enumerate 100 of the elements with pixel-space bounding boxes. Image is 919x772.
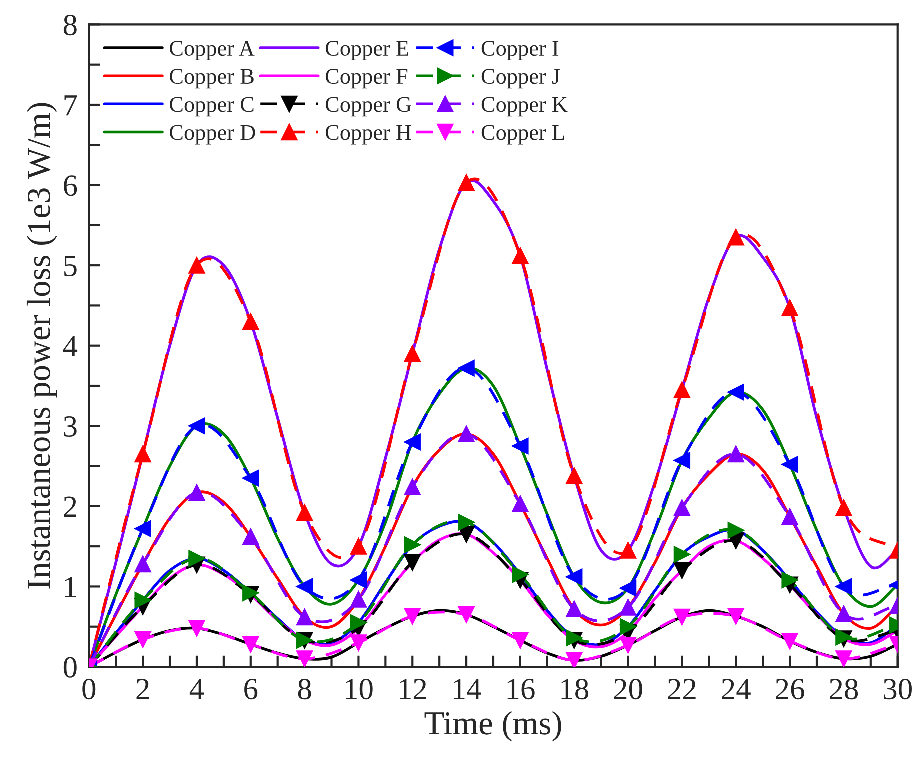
point bbox=[296, 650, 314, 668]
point bbox=[134, 556, 152, 573]
point bbox=[512, 566, 529, 584]
x-tick-label: 6 bbox=[244, 679, 258, 700]
y-tick-label: 0 bbox=[64, 657, 77, 678]
point bbox=[458, 360, 475, 377]
point bbox=[512, 438, 529, 455]
point bbox=[620, 580, 637, 597]
point bbox=[188, 257, 206, 274]
legend-label: Copper F bbox=[326, 69, 408, 89]
point bbox=[242, 313, 260, 330]
legend-label: Copper L bbox=[482, 125, 564, 145]
point bbox=[674, 562, 691, 579]
point bbox=[782, 456, 798, 474]
point bbox=[836, 500, 852, 516]
point bbox=[728, 608, 744, 625]
legend-label: Copper K bbox=[482, 97, 568, 117]
x-tick-label: 10 bbox=[346, 679, 373, 700]
point bbox=[674, 608, 691, 626]
y-tick-label: 4 bbox=[63, 336, 78, 356]
point bbox=[404, 478, 421, 496]
point bbox=[782, 300, 798, 316]
point bbox=[350, 591, 368, 608]
y-axis-title: Instantaneous power loss (1e3 W/m) bbox=[26, 103, 58, 589]
point bbox=[728, 522, 744, 539]
legend-label: Copper I bbox=[482, 41, 559, 61]
x-tick-label: 12 bbox=[400, 679, 426, 700]
x-tick-label: 24 bbox=[722, 679, 751, 700]
point bbox=[620, 542, 637, 559]
point bbox=[188, 620, 206, 637]
point bbox=[728, 384, 744, 401]
point bbox=[566, 468, 583, 484]
point bbox=[728, 229, 744, 246]
y-tick-label: 5 bbox=[64, 256, 77, 276]
point bbox=[242, 528, 260, 546]
point bbox=[350, 614, 368, 632]
point bbox=[674, 546, 691, 563]
y-tick-label: 3 bbox=[64, 416, 77, 438]
point bbox=[674, 500, 691, 516]
point bbox=[782, 572, 798, 589]
y-tick-label: 8 bbox=[64, 14, 77, 36]
x-tick-label: 20 bbox=[614, 679, 642, 700]
point bbox=[188, 418, 206, 434]
x-tick-label: 28 bbox=[830, 679, 858, 700]
point bbox=[242, 470, 260, 487]
x-tick-label: 18 bbox=[562, 679, 588, 700]
x-tick-label: 4 bbox=[190, 679, 204, 700]
y-tick-label: 1 bbox=[65, 577, 76, 598]
point bbox=[134, 446, 152, 463]
point bbox=[836, 650, 852, 668]
legend-label: Copper B bbox=[170, 69, 254, 89]
legend-label: Copper G bbox=[326, 97, 412, 117]
x-tick-label: 30 bbox=[884, 679, 912, 700]
point bbox=[404, 554, 421, 571]
point bbox=[836, 578, 852, 596]
legend-label: Copper C bbox=[170, 97, 254, 117]
point bbox=[566, 600, 583, 618]
point bbox=[566, 652, 583, 668]
x-tick-label: 0 bbox=[82, 679, 96, 700]
x-axis-title: Time (ms) bbox=[424, 711, 562, 742]
point bbox=[674, 452, 691, 469]
point bbox=[134, 592, 152, 609]
point bbox=[836, 606, 852, 622]
point bbox=[242, 636, 260, 653]
point bbox=[512, 496, 529, 512]
point bbox=[350, 634, 368, 652]
point bbox=[674, 382, 691, 398]
legend-label: Copper D bbox=[170, 125, 256, 145]
x-tick-label: 22 bbox=[668, 679, 696, 700]
x-tick-label: 26 bbox=[776, 679, 804, 700]
y-tick-label: 6 bbox=[64, 176, 78, 196]
point bbox=[404, 346, 421, 362]
point bbox=[188, 550, 206, 567]
point bbox=[458, 606, 475, 624]
x-tick-label: 14 bbox=[454, 679, 482, 700]
point bbox=[134, 520, 152, 538]
point bbox=[782, 508, 798, 526]
point bbox=[350, 538, 368, 555]
x-tick-label: 2 bbox=[136, 679, 150, 700]
point bbox=[296, 608, 314, 626]
point bbox=[296, 504, 314, 522]
point bbox=[620, 599, 637, 616]
legend-label: Copper A bbox=[170, 41, 255, 61]
point bbox=[620, 618, 637, 636]
point bbox=[782, 632, 798, 650]
point bbox=[620, 636, 637, 654]
x-tick-label: 16 bbox=[508, 679, 535, 700]
legend-label: Copper J bbox=[482, 69, 560, 89]
point bbox=[296, 578, 314, 596]
y-tick-label: 7 bbox=[64, 96, 78, 116]
point bbox=[458, 426, 475, 443]
point bbox=[512, 632, 529, 649]
point bbox=[458, 514, 475, 531]
point bbox=[188, 484, 206, 502]
point bbox=[728, 446, 744, 463]
x-tick-label: 8 bbox=[298, 679, 312, 700]
point bbox=[404, 608, 421, 625]
point bbox=[404, 434, 421, 451]
y-tick-label: 2 bbox=[64, 496, 76, 518]
legend-label: Copper H bbox=[326, 125, 412, 145]
